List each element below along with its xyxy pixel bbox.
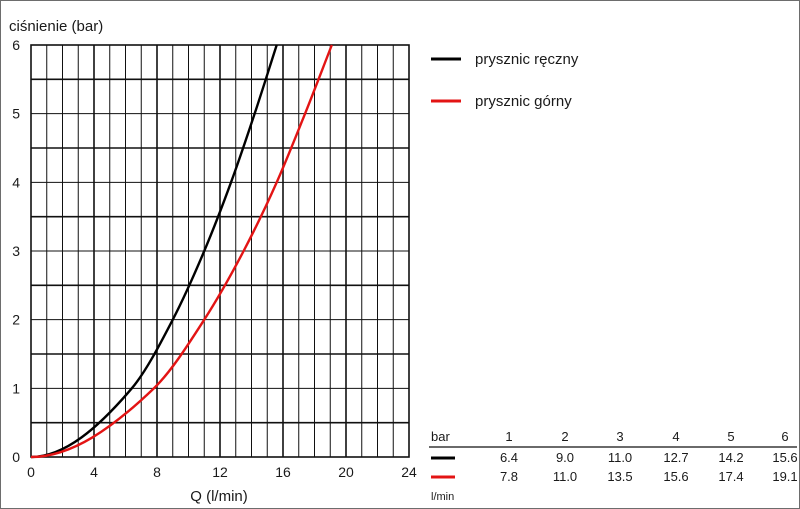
series-lines — [30, 44, 333, 459]
chart-grid — [30, 44, 410, 458]
x-tick-label: 4 — [90, 464, 98, 480]
x-tick-label: 12 — [212, 464, 228, 480]
table-flow-value: 14.2 — [718, 450, 743, 465]
table-flow-value: 15.6 — [772, 450, 797, 465]
y-tick-label: 4 — [12, 174, 20, 190]
legend-label: prysznic ręczny — [475, 51, 579, 68]
table-pressure-value: 4 — [672, 429, 679, 444]
table-flow-value: 13.5 — [607, 469, 632, 484]
table-flow-value: 11.0 — [608, 450, 632, 465]
x-tick-label: 16 — [275, 464, 291, 480]
table-flow-value: 15.6 — [663, 469, 688, 484]
x-axis-label: Q (l/min) — [190, 488, 248, 505]
y-tick-label: 1 — [12, 380, 20, 396]
plot-border — [30, 44, 410, 458]
x-tick-label: 8 — [153, 464, 161, 480]
y-tick-label: 2 — [12, 312, 20, 328]
legend-label: prysznic górny — [475, 93, 572, 110]
table-pressure-value: 1 — [505, 429, 512, 444]
y-tick-label: 0 — [12, 449, 20, 465]
series-line-prysznic-gorny — [30, 44, 333, 459]
table-flow-value: 9.0 — [556, 450, 574, 465]
table-flow-value: 6.4 — [500, 450, 518, 465]
table-pressure-value: 5 — [727, 429, 734, 444]
y-tick-label: 6 — [12, 37, 20, 53]
table-flow-value: 17.4 — [718, 469, 743, 484]
table-header-label: bar — [431, 429, 450, 444]
y-axis-label: ciśnienie (bar) — [9, 18, 103, 35]
y-tick-label: 5 — [12, 106, 20, 122]
table-flow-value: 11.0 — [553, 469, 577, 484]
series-line-prysznic-reczny — [30, 44, 278, 459]
table-pressure-value: 2 — [561, 429, 568, 444]
legend: prysznic ręczny prysznic górny — [431, 51, 579, 110]
table-pressure-value: 3 — [616, 429, 623, 444]
y-tick-label: 3 — [12, 243, 20, 259]
table-flow-value: 19.1 — [772, 469, 797, 484]
data-table: bar 1 2 3 4 5 6 6.4 9.0 11.0 12.7 14.2 15.6 7.8 11.0 13… — [429, 429, 798, 503]
table-flow-value: 12.7 — [663, 450, 688, 465]
table-unit-label: l/min — [431, 491, 454, 503]
x-tick-label: 0 — [27, 464, 35, 480]
x-tick-label: 20 — [338, 464, 354, 480]
table-flow-value: 7.8 — [500, 469, 518, 484]
x-tick-label: 24 — [401, 464, 417, 480]
table-pressure-value: 6 — [781, 429, 788, 444]
